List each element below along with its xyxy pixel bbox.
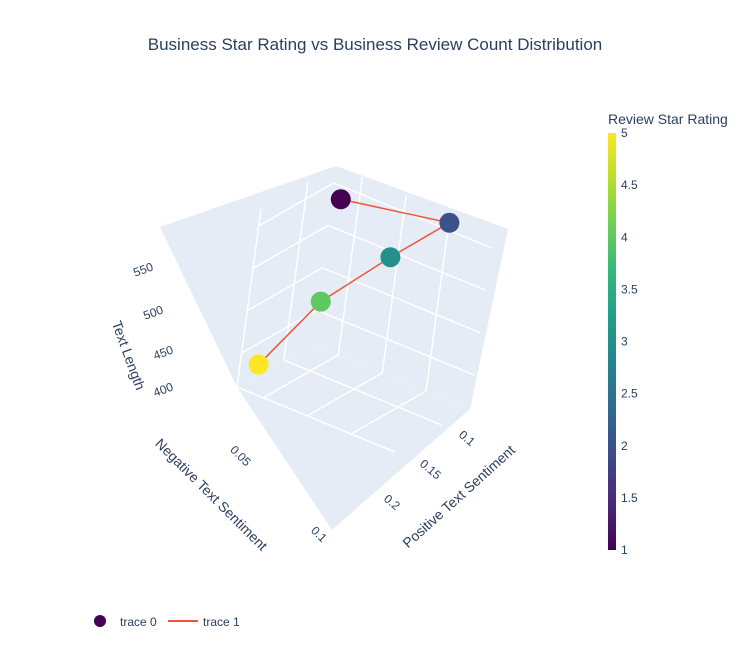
scatter-point[interactable] xyxy=(330,189,351,210)
y-axis-title: Negative Text Sentiment xyxy=(152,435,271,554)
gridline xyxy=(350,390,427,435)
colorbar-tick-label: 3.5 xyxy=(621,282,638,296)
colorbar-tick-label: 1 xyxy=(621,543,628,557)
x-tick-label: 0.1 xyxy=(456,428,478,450)
gridline xyxy=(252,224,329,269)
chart-title: Business Star Rating vs Business Review … xyxy=(148,35,602,54)
gridline xyxy=(258,182,335,227)
z-tick-label: 400 xyxy=(151,380,175,400)
colorbar-tick-label: 4.5 xyxy=(621,178,638,192)
colorbar-tick-label: 1.5 xyxy=(621,491,638,505)
gridline xyxy=(283,359,443,426)
x-tick-label: 0.2 xyxy=(381,492,403,514)
legend-item-trace-1[interactable]: trace 1 xyxy=(168,615,240,629)
scatter-point[interactable] xyxy=(248,354,269,375)
y-tick-label: 0.1 xyxy=(308,523,330,545)
legend-label: trace 0 xyxy=(120,615,157,629)
x-axis-title: Positive Text Sentiment xyxy=(399,442,518,551)
scatter-point[interactable] xyxy=(439,212,460,233)
gridline xyxy=(236,386,396,453)
z-tick-label: 500 xyxy=(141,303,165,323)
scatter-point[interactable] xyxy=(310,291,331,312)
scatter-point[interactable] xyxy=(380,247,401,268)
gridline xyxy=(246,267,323,312)
scene-floor xyxy=(237,344,470,530)
gridline xyxy=(236,208,262,388)
y-tick-label: 0.05 xyxy=(227,443,254,470)
x-tick-label: 0.15 xyxy=(417,457,444,483)
colorbar-ticks: 1 1.5 2 2.5 3 3.5 4 4.5 5 xyxy=(621,126,638,557)
gridline xyxy=(306,372,383,417)
z-tick-label: 450 xyxy=(151,343,175,363)
gridline xyxy=(283,182,309,361)
colorbar-tick-label: 2.5 xyxy=(621,387,638,401)
z-axis-title: Text Length xyxy=(109,319,149,392)
z-tick-label: 550 xyxy=(131,260,155,280)
colorbar-title: Review Star Rating xyxy=(608,111,728,127)
legend[interactable]: trace 0 trace 1 xyxy=(94,615,240,629)
gridline xyxy=(337,176,364,355)
colorbar-tick-label: 2 xyxy=(621,439,628,453)
colorbar-tick-label: 3 xyxy=(621,335,628,349)
colorbar[interactable]: Review Star Rating 1 1.5 2 2.5 3 3.5 4 4.5 5 xyxy=(608,111,728,557)
colorbar-tick-label: 4 xyxy=(621,230,628,244)
legend-marker-icon xyxy=(94,615,106,627)
colorbar-tick-label: 5 xyxy=(621,126,628,140)
scene-wall-back-right xyxy=(312,166,508,409)
legend-item-trace-0[interactable]: trace 0 xyxy=(94,615,157,629)
colorbar-gradient xyxy=(608,133,616,550)
z-axis: 400 450 500 550 Text Length xyxy=(109,260,176,400)
gridline xyxy=(381,194,407,373)
gridline xyxy=(241,309,317,354)
scene-gridlines xyxy=(236,176,492,453)
trace-0-marker-layer xyxy=(248,189,460,375)
gridline xyxy=(425,212,451,392)
legend-label: trace 1 xyxy=(203,615,240,629)
gridline xyxy=(262,354,339,399)
